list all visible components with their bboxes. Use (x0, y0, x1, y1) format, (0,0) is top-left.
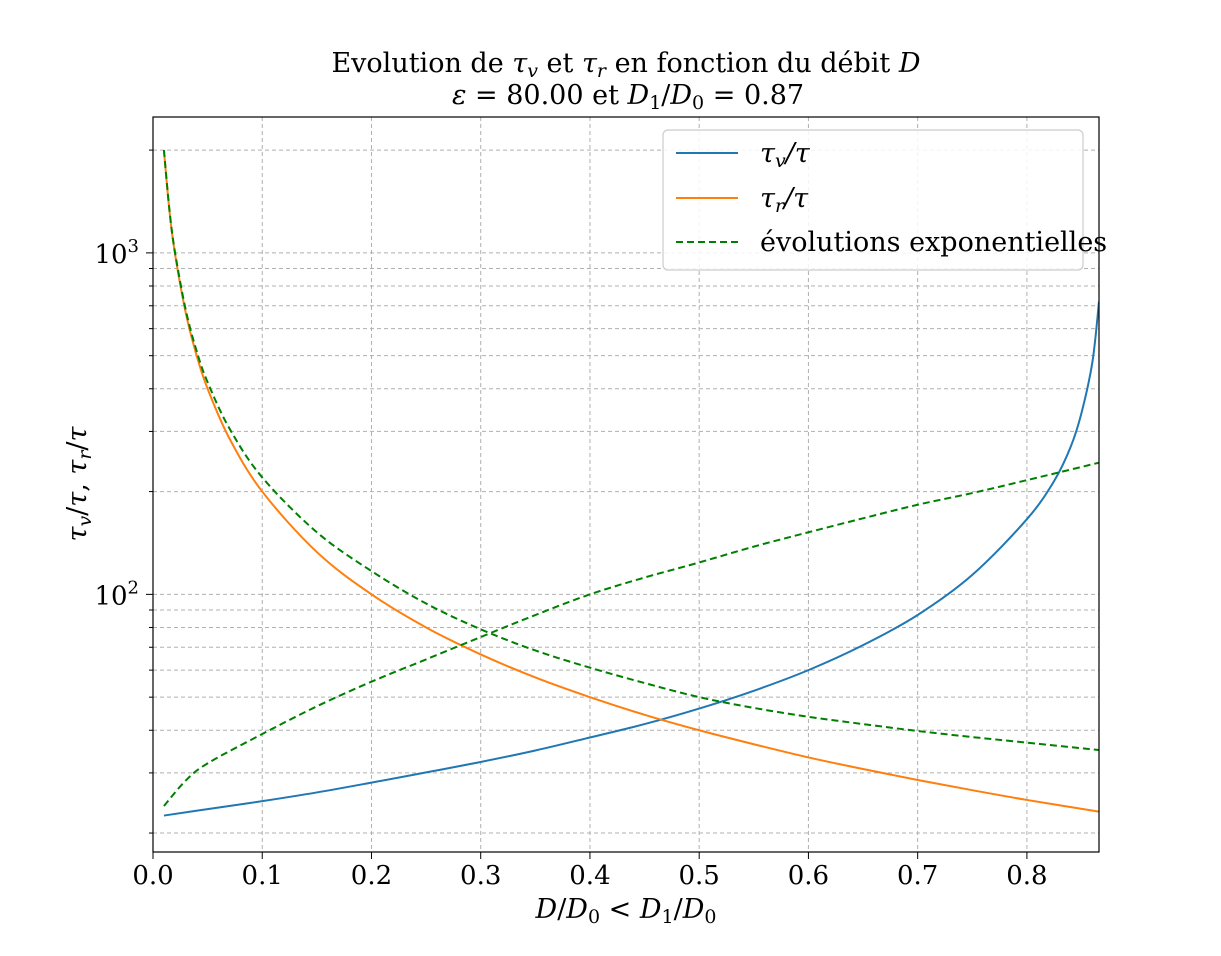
series-layer (162, 149, 1099, 817)
y-axis-ticks: 102 103 (94, 149, 153, 834)
x-axis-label: D/D0 < D1/D0 (535, 894, 717, 928)
series-line-2 (163, 461, 1099, 807)
y-tick-label: 102 (94, 577, 139, 611)
chart-title-line2: ε = 80.00 et D1/D0 = 0.87 (452, 80, 804, 114)
legend-label-tau-r: τr/τ (760, 183, 809, 217)
plot-frame (152, 116, 1100, 853)
x-tick-label: 0.3 (460, 861, 501, 891)
series-line-0 (163, 301, 1099, 817)
y-axis-label: τv/τ, τr/τ (62, 425, 96, 541)
x-tick-label: 0.1 (242, 861, 283, 891)
x-tick-label: 0.7 (897, 861, 938, 891)
y-tick-label: 103 (94, 236, 139, 270)
series-line-1 (162, 149, 1099, 813)
x-tick-label: 0.8 (1006, 861, 1047, 891)
x-axis-ticks: 0.0 0.1 0.2 0.3 0.4 0.5 0.6 0.7 0.8 (132, 852, 1048, 891)
chart-title-line1: Evolution de τv et τr en fonction du déb… (331, 48, 920, 82)
x-tick-label: 0.4 (569, 861, 610, 891)
legend-label-tau-v: τv/τ (760, 138, 811, 172)
legend-box (662, 129, 1084, 271)
x-tick-label: 0.6 (788, 861, 829, 891)
legend: τv/τ τr/τ évolutions exponentielles (662, 129, 1107, 271)
x-tick-label: 0.5 (679, 861, 720, 891)
x-tick-label: 0.2 (351, 861, 392, 891)
legend-label-exponential: évolutions exponentielles (760, 227, 1107, 258)
x-tick-label: 0.0 (132, 861, 173, 891)
